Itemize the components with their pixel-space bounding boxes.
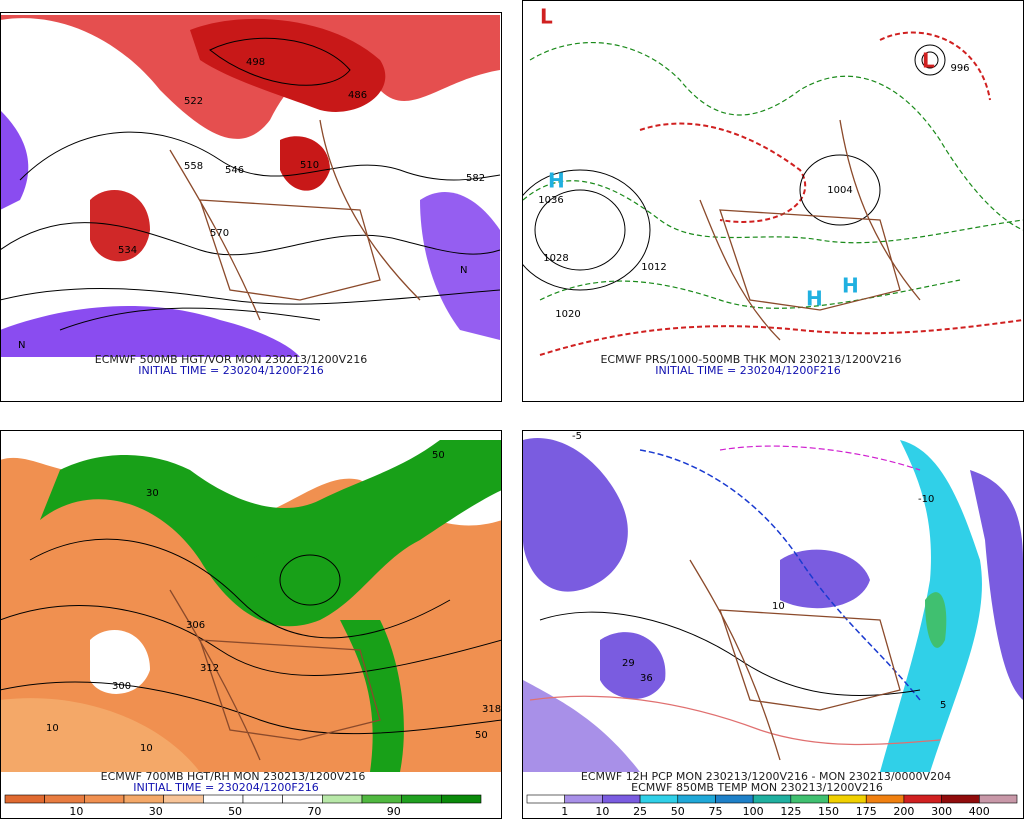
colorbar-swatch xyxy=(677,794,716,804)
panel-precip: 29 36 -10 -5 10 5 ECMWF 12H PCP MON 2302… xyxy=(522,430,1024,819)
panel-pressure: H 1036 1028 1020 1012 1004 996 L L H H E… xyxy=(522,0,1024,402)
contour-label: 29 xyxy=(622,658,635,669)
colorbar-swatch xyxy=(401,794,442,804)
contour-label: 522 xyxy=(184,96,203,107)
colorbar-label: 25 xyxy=(633,805,647,818)
contour-label: 486 xyxy=(348,90,367,101)
contour-label: 546 xyxy=(225,165,244,176)
contour-label: N xyxy=(460,265,467,276)
contour-label: 570 xyxy=(210,228,229,239)
colorbar-label: 50 xyxy=(671,805,685,818)
low-marker: L xyxy=(922,49,935,73)
colorbar-swatch xyxy=(865,794,905,804)
high-marker: H xyxy=(806,287,823,311)
colorbar-label: 300 xyxy=(931,805,952,818)
colorbar-swatch xyxy=(828,794,867,804)
subcaption: INITIAL TIME = 230204/1200F216 xyxy=(138,364,323,377)
colorbar-label: 30 xyxy=(149,805,163,818)
panel-frame xyxy=(522,0,1024,402)
colorbar-label: 10 xyxy=(595,805,609,818)
contour-label: 318 xyxy=(482,704,501,715)
caption: ECMWF PRS/1000-500MB THK MON 230213/1200… xyxy=(600,353,901,366)
contour-label: 498 xyxy=(246,57,265,68)
colorbar-label: 75 xyxy=(708,805,722,818)
colorbar-swatch xyxy=(526,794,565,804)
subcaption: ECMWF 850MB TEMP MON 230213/1200V216 xyxy=(631,781,883,794)
colorbar-swatch xyxy=(941,794,980,804)
contour-label: 312 xyxy=(200,663,219,674)
contour-label: 996 xyxy=(950,63,969,74)
colorbar-swatch xyxy=(44,794,85,804)
contour-label: 10 xyxy=(46,723,59,734)
colorbar-swatch xyxy=(242,794,283,804)
colorbar-swatch xyxy=(4,794,45,804)
contour-label: 534 xyxy=(118,245,137,256)
low-marker: L xyxy=(540,5,553,29)
colorbar-swatch xyxy=(602,794,641,804)
high-marker: H xyxy=(842,274,859,298)
colorbar-label: 1 xyxy=(561,805,568,818)
colorbar-label: 50 xyxy=(228,805,242,818)
contour-label: 1036 xyxy=(538,195,563,206)
contour-label: 300 xyxy=(112,681,131,692)
colorbar-label: 150 xyxy=(818,805,839,818)
colorbar-swatch xyxy=(203,794,244,804)
map xyxy=(1,15,501,357)
colorbar-swatch xyxy=(979,794,1018,804)
colorbar-swatch xyxy=(715,794,754,804)
contour-label: 5 xyxy=(940,700,946,711)
colorbar-swatch xyxy=(752,794,792,804)
colorbars: 10 30 50 70 90 1 10 25 50 75 100 125 150 175 200 300 400 xyxy=(4,794,1018,818)
map xyxy=(523,31,1023,356)
contour-label: 1028 xyxy=(543,253,568,264)
contour-label: N xyxy=(18,340,25,351)
contour-label: 50 xyxy=(475,730,488,741)
colorbar-swatch xyxy=(564,794,603,804)
colorbar-swatch xyxy=(282,794,323,804)
colorbar-swatch xyxy=(84,794,125,804)
high-marker: H xyxy=(548,169,565,193)
contour-label: 50 xyxy=(432,450,445,461)
subcaption: INITIAL TIME = 230204/1200F216 xyxy=(133,781,318,794)
colorbar-swatch xyxy=(903,794,942,804)
colorbar-swatch xyxy=(322,794,363,804)
contour-label: 36 xyxy=(640,673,653,684)
contour-label: 30 xyxy=(146,488,159,499)
contour-label: -10 xyxy=(918,494,934,505)
colorbar-label: 400 xyxy=(969,805,990,818)
colorbar-label: 125 xyxy=(780,805,801,818)
contour-label: 510 xyxy=(300,160,319,171)
map xyxy=(523,438,1023,772)
caption: ECMWF 700MB HGT/RH MON 230213/1200V216 xyxy=(101,770,366,783)
caption: ECMWF 12H PCP MON 230213/1200V216 - MON … xyxy=(581,770,951,783)
colorbar-swatch xyxy=(123,794,164,804)
colorbar-label: 200 xyxy=(893,805,914,818)
caption: ECMWF 500MB HGT/VOR MON 230213/1200V216 xyxy=(95,353,367,366)
contour-label: 1012 xyxy=(641,262,666,273)
colorbar-label: 90 xyxy=(387,805,401,818)
contour-label: 582 xyxy=(466,173,485,184)
panel-500mb: 486 498 510 522 534 546 558 570 582 N N … xyxy=(0,12,502,402)
contour-label: 1004 xyxy=(827,185,852,196)
contour-label: 10 xyxy=(772,601,785,612)
colorbar-swatch xyxy=(361,794,402,804)
panel-700mb: 10 30 50 306 312 318 300 10 50 ECMWF 700… xyxy=(0,430,502,819)
colorbar-label: 10 xyxy=(69,805,83,818)
contour-label: 306 xyxy=(186,620,205,631)
colorbar-label: 70 xyxy=(307,805,321,818)
subcaption: INITIAL TIME = 230204/1200F216 xyxy=(655,364,840,377)
colorbar-label: 175 xyxy=(856,805,877,818)
contour-label: -5 xyxy=(572,431,582,442)
colorbar-swatch xyxy=(163,794,204,804)
contour-label: 1020 xyxy=(555,309,580,320)
map xyxy=(1,431,501,772)
contour-label: 558 xyxy=(184,161,203,172)
colorbar-swatch xyxy=(441,794,482,804)
contour-label: 10 xyxy=(140,743,153,754)
colorbar-label: 100 xyxy=(743,805,764,818)
colorbar-swatch xyxy=(639,794,679,804)
colorbar-swatch xyxy=(790,794,829,804)
